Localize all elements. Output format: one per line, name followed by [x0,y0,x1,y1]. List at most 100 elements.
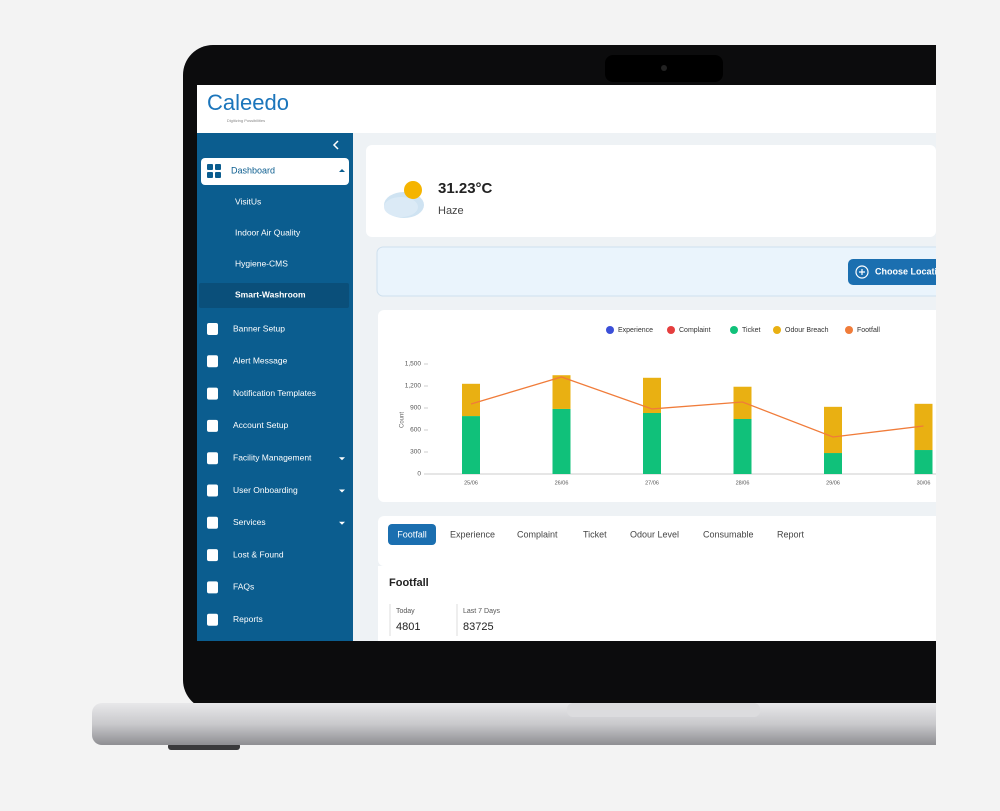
tab[interactable]: Ticket [583,529,607,539]
sidebar [197,133,353,641]
menu-item[interactable]: Dashboard [231,165,275,175]
y-tick-label: 1,500 [405,361,422,368]
sun-icon [404,181,422,199]
location-bar [376,246,936,297]
stat-label: Last 7 Days [463,608,500,615]
menu-item[interactable]: Facility Management [233,452,312,462]
legend-label[interactable]: Footfall [857,327,880,334]
bar-segment [462,383,480,417]
plus-icon [855,265,869,279]
cloud-icon [384,197,418,217]
x-tick-label: 26/06 [555,480,569,486]
stats-card [378,566,936,641]
bar-segment [552,408,571,474]
submenu-item[interactable]: Hygiene-CMS [235,258,288,268]
y-tick-label: 600 [410,427,421,434]
menu-item[interactable]: Notification Templates [233,388,316,398]
button-label[interactable]: Choose Location [875,266,948,276]
legend-marker[interactable] [845,326,853,334]
legend-label[interactable]: Ticket [742,327,760,334]
x-tick-label: 29/06 [826,480,840,486]
bar-segment [462,416,480,474]
tab[interactable]: Report [777,529,805,539]
y-tick-label: 300 [410,449,421,456]
tab[interactable]: Odour Level [630,529,679,539]
temperature: 31.23°C [438,180,493,197]
menu-item[interactable]: Lost & Found [233,549,284,559]
menu-icon [207,581,218,594]
menu-icon [207,484,218,497]
legend-marker[interactable] [773,326,781,334]
dashboard-pill[interactable] [201,158,349,185]
menu-icon [207,387,218,400]
menu-item[interactable]: Account Setup [233,420,289,430]
x-tick-label: 30/06 [917,480,931,486]
menu-icon [207,452,218,465]
bar-segment [824,453,842,474]
menu-item[interactable]: Banner Setup [233,323,285,333]
screen: Caleedo Digitizing Possibilities Dashboa… [197,85,958,641]
bar-segment [824,406,842,454]
camera [661,65,667,71]
bar-segment [914,403,933,451]
legend-marker[interactable] [667,326,675,334]
choose-location-button[interactable] [848,259,958,285]
menu-icon [207,549,218,562]
base [92,703,936,745]
caret [339,169,345,172]
section-title: Footfall [389,577,429,589]
active-tab[interactable] [388,524,436,545]
bar-segment [643,412,661,474]
weather-condition: Haze [438,205,464,217]
dashboard-icon [207,164,221,178]
submenu-item[interactable]: Smart-Washroom [235,289,306,299]
caret [339,489,345,493]
y-tick-label: 1,200 [405,383,422,390]
bar-segment [643,377,661,413]
menu-icon [207,613,218,626]
bar-segment [914,450,933,474]
stat-value: 4801 [396,621,420,633]
menu-item[interactable]: Alert Message [233,356,288,366]
bar-segment [552,375,571,409]
legend-label[interactable]: Experience [618,327,653,334]
caret [339,521,345,525]
x-tick-label: 27/06 [645,480,659,486]
menu-item[interactable]: Services [233,517,266,527]
top-bar [197,85,936,133]
caret [339,457,345,461]
submenu-item[interactable]: Indoor Air Quality [235,227,301,237]
base-notch [567,703,760,717]
legend-marker[interactable] [730,326,738,334]
device: Caleedo Digitizing Possibilities Dashboa… [92,45,958,750]
x-tick-label: 28/06 [736,480,750,486]
menu-icon [207,323,218,335]
logo-tagline: Digitizing Possibilities [227,118,265,123]
collapse-icon[interactable] [332,140,339,150]
menu-icon [207,419,218,432]
y-tick-label: 900 [410,405,421,412]
menu-item[interactable]: FAQs [233,582,254,592]
tab-card [378,516,936,566]
bar-segment [733,419,752,474]
tab[interactable]: Consumable [703,529,754,539]
legend-label[interactable]: Odour Breach [785,327,829,334]
menu-item[interactable]: User Onboarding [233,485,298,495]
stat-label: Today [396,608,415,615]
menu-item[interactable]: Reports [233,614,263,624]
bar-segment [733,386,752,419]
legend-label[interactable]: Complaint [679,327,711,334]
stat-value: 83725 [463,621,494,633]
line [470,376,924,438]
plus-icon [859,269,865,275]
submenu-item[interactable]: VisitUs [235,196,261,206]
tab[interactable]: Experience [450,529,495,539]
active-submenu [199,283,349,308]
tab[interactable]: Footfall [397,529,427,539]
legend-marker[interactable] [606,326,614,334]
y-tick-label: 0 [417,471,421,478]
x-tick-label: 25/06 [464,480,478,486]
tab[interactable]: Complaint [517,529,558,539]
menu-icon [207,516,218,529]
